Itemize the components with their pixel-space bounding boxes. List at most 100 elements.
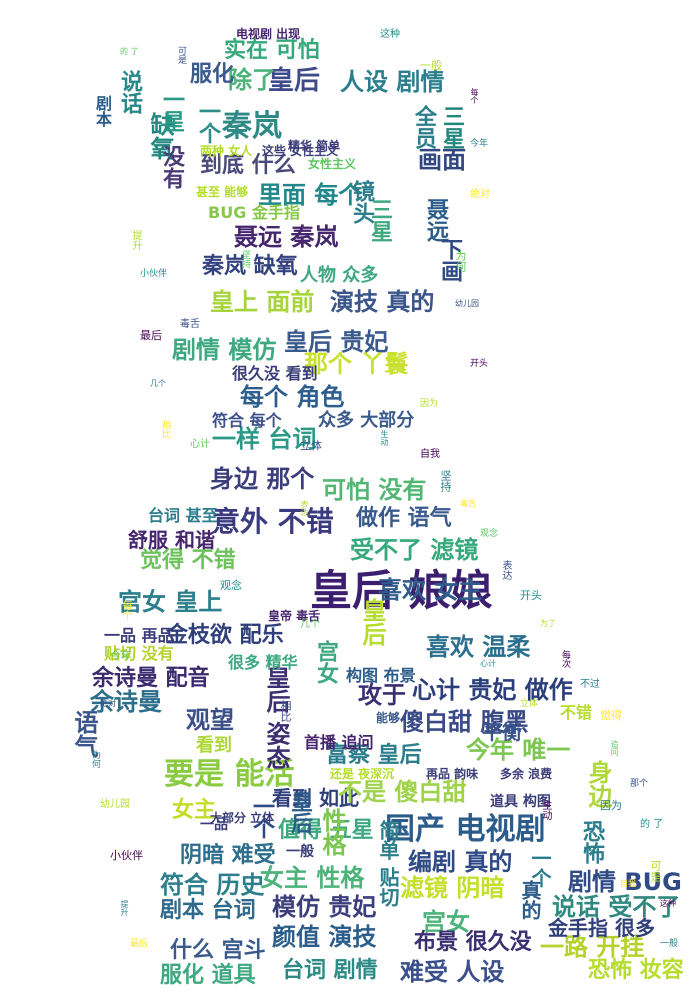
word-59: 台词 剧情 xyxy=(282,958,378,983)
word-67: 女主 xyxy=(172,798,217,823)
word-111: 多余 浪费 xyxy=(500,767,553,781)
filler-word: 自我 xyxy=(620,879,636,888)
filler-word: 最后 xyxy=(140,329,162,342)
word-53: 说话 受不了 xyxy=(552,893,681,921)
word-90: 符合 每个 xyxy=(212,411,282,430)
filler-word: 幼儿园 xyxy=(455,299,479,308)
word-62: 金手指 很多 xyxy=(548,916,655,940)
word-44: 阴暗 难受 xyxy=(180,843,276,868)
word-16: 秦岚 缺氧 xyxy=(202,254,298,279)
word-96: 很多 精华 xyxy=(228,653,298,672)
word-47: 符合 历史 xyxy=(160,871,265,899)
filler-word: 幼儿园 xyxy=(100,799,130,810)
word-8: 皇后 xyxy=(268,66,321,96)
filler-word: 为何 xyxy=(90,750,100,768)
word-32: 喜欢 温柔 xyxy=(426,633,531,661)
filler-word: 这种 xyxy=(660,899,676,908)
filler-word: 可是 xyxy=(176,46,186,64)
word-23: 一样 台词 xyxy=(212,425,317,453)
word-88: 简单 贴切 xyxy=(376,820,400,907)
filler-word: 自我 xyxy=(420,449,440,460)
word-82: 剧本 xyxy=(93,95,112,127)
word-3: 余诗曼 xyxy=(90,688,162,716)
word-28: 觉得 不错 xyxy=(140,548,236,573)
filler-word: 每个 xyxy=(470,88,479,104)
word-39: 富察 皇后 xyxy=(326,743,422,768)
word-26: 做作 语气 xyxy=(356,506,452,531)
filler-word: 因为 xyxy=(420,399,439,409)
word-50: 模仿 贵妃 xyxy=(272,893,377,921)
filler-word: 追问 xyxy=(610,740,619,756)
filler-word: 心计 xyxy=(190,439,210,450)
word-20: 皇后 贵妃 xyxy=(284,328,389,356)
filler-word: 为了 xyxy=(540,619,556,628)
filler-word: 开头 xyxy=(470,359,489,369)
word-9: 除了 xyxy=(228,66,276,94)
word-71: 聂远 xyxy=(423,198,448,242)
word-95: 贴切 没有 xyxy=(104,644,174,663)
word-29: 宫女 皇上 xyxy=(118,588,223,616)
filler-word: 最后 xyxy=(130,939,149,949)
word-56: 布景 很久没 xyxy=(414,930,532,955)
word-114: 皇帝 毒舌 xyxy=(268,609,321,623)
filler-word: 的 了 xyxy=(640,819,664,830)
word-113: 一般 xyxy=(286,844,314,860)
word-52: 剧情 BUG xyxy=(568,868,682,896)
word-103: 两种 女人 xyxy=(200,144,253,158)
word-78: 语气 xyxy=(70,710,98,758)
word-104: 甚至 能够 xyxy=(196,185,249,199)
word-12: 画面 xyxy=(418,146,466,174)
word-42: 不是 傻白甜 xyxy=(338,778,467,806)
filler-word: 这种 xyxy=(380,29,400,40)
word-76: 一星 xyxy=(159,88,184,132)
word-84: 恐怖 xyxy=(579,820,604,864)
word-22: 每个 角色 xyxy=(240,383,345,411)
word-18: 皇上 面前 xyxy=(210,288,315,316)
word-31: 喜欢 女主 xyxy=(378,576,483,604)
word-112: 道具 构图 xyxy=(490,794,551,810)
word-92: 人物 众多 xyxy=(300,265,379,286)
word-97: 构图 布景 xyxy=(346,666,416,685)
filler-word: 几个 xyxy=(150,379,166,388)
word-98: 看到 xyxy=(196,735,232,756)
filler-word: 生动 xyxy=(540,800,551,820)
word-11: 服化 xyxy=(190,62,235,87)
filler-word: 观念 xyxy=(220,579,242,592)
word-30: 金枝欲 配乐 xyxy=(166,623,284,648)
word-100: 首播 追问 xyxy=(304,733,374,752)
filler-word: 的 了 xyxy=(120,47,139,56)
filler-word: 相比 xyxy=(279,700,292,722)
word-2: 意外 不错 xyxy=(212,505,334,538)
word-6: 说话 xyxy=(117,70,142,114)
word-13: 到底 什么 xyxy=(200,153,296,178)
word-85: 宫女 xyxy=(313,640,338,684)
word-102: 这些 女性主义 xyxy=(262,144,339,158)
word-66: 一个 xyxy=(195,100,220,144)
word-72: 镜头 xyxy=(349,180,374,224)
word-77: 皇后 姿态 xyxy=(262,665,290,770)
word-80: 皇后 xyxy=(358,598,386,646)
word-7: 实在 可怕 xyxy=(224,38,320,63)
word-14: 里面 每个 xyxy=(258,181,363,209)
filler-word: 立体 xyxy=(300,439,322,452)
word-15: 聂远 秦岚 xyxy=(234,223,339,251)
word-43: 值得 五星 xyxy=(278,818,374,843)
filler-word: 绝对 xyxy=(100,699,116,708)
filler-word: 心计 xyxy=(480,659,496,668)
word-69: 平衡 xyxy=(482,720,522,744)
word-65: 没有 xyxy=(159,145,184,189)
word-37: 观望 xyxy=(186,706,234,734)
word-83: 皇后 xyxy=(287,790,312,834)
word-55: 颜值 演技 xyxy=(272,923,377,951)
word-46: 滤镜 阴暗 xyxy=(400,874,505,902)
word-49: 剧本 台词 xyxy=(160,898,256,923)
word-35: 攻于 xyxy=(358,681,406,709)
filler-word: 提升 xyxy=(130,230,141,250)
word-1: 国产 电视剧 xyxy=(385,812,546,847)
word-19: 剧情 模仿 xyxy=(172,336,277,364)
filler-word: 每个 xyxy=(120,600,131,620)
word-107: 一品 xyxy=(200,817,228,833)
filler-word: 今年 xyxy=(110,649,132,662)
filler-word: 不过 xyxy=(580,679,600,690)
